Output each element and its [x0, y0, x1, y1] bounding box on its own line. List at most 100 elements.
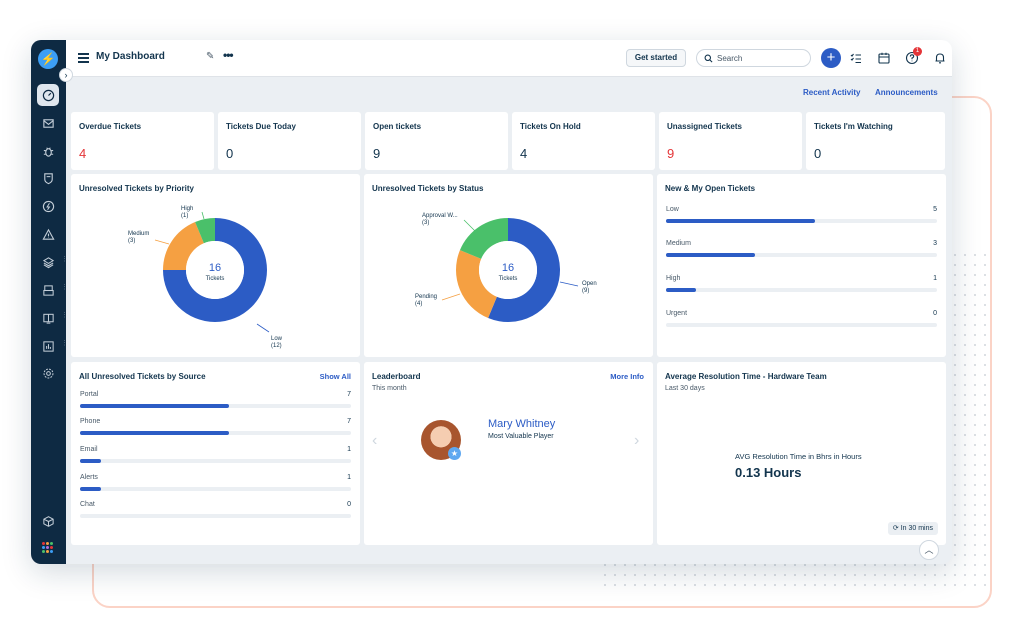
bar-track: [80, 459, 351, 463]
edit-pencil-icon[interactable]: ✎: [206, 51, 215, 62]
donut-hole: [479, 241, 537, 299]
stat-card-overdue[interactable]: Overdue Tickets 4: [71, 112, 214, 170]
source-bar-row-chat[interactable]: Chat 0: [80, 501, 351, 521]
card-title: Average Resolution Time - Hardware Team: [665, 372, 827, 381]
bar-count: 7: [347, 418, 351, 425]
sidebar-more-icon[interactable]: ⋮: [61, 312, 68, 319]
source-bar-row-email[interactable]: Email 1: [80, 446, 351, 466]
leader-role: Most Valuable Player: [488, 433, 554, 440]
report-chart-icon: [42, 340, 54, 352]
more-info-link[interactable]: More Info: [610, 372, 644, 381]
sidebar-item-products[interactable]: [37, 510, 59, 532]
sub-navigation: Recent Activity Announcements: [66, 77, 952, 105]
stat-card-open[interactable]: Open tickets 9: [365, 112, 508, 170]
scroll-to-top-button[interactable]: ︿: [919, 540, 939, 560]
donut-slice-approval-w-[interactable]: [459, 218, 508, 259]
sidebar-more-icon[interactable]: ⋮: [61, 284, 68, 291]
sidebar-item-alerts[interactable]: [37, 223, 59, 245]
more-options-icon[interactable]: •••: [223, 48, 234, 62]
help-icon[interactable]: 1: [905, 47, 922, 65]
search-icon: [704, 54, 713, 63]
freshdesk-logo-icon[interactable]: ⚡: [38, 49, 58, 69]
donut-center-label: Tickets: [499, 276, 518, 282]
slice-label-open: Open: [582, 281, 597, 287]
source-bar-row-portal[interactable]: Portal 7: [80, 391, 351, 411]
new-item-button[interactable]: +: [821, 48, 841, 68]
show-all-link[interactable]: Show All: [319, 372, 351, 381]
bar-label: Portal: [80, 391, 99, 398]
bar-label: Urgent: [666, 310, 688, 317]
stat-card-due-today[interactable]: Tickets Due Today 0: [218, 112, 361, 170]
refresh-label: In 30 mins: [900, 525, 933, 532]
slice-label-medium: Medium: [128, 231, 149, 237]
sidebar-item-changes[interactable]: [37, 167, 59, 189]
layers-icon: [42, 256, 54, 268]
bar-label: Email: [80, 446, 98, 453]
metric-label: AVG Resolution Time in Bhrs in Hours: [735, 452, 862, 461]
stat-card-watching[interactable]: Tickets I'm Watching 0: [806, 112, 945, 170]
source-bar-row-alerts[interactable]: Alerts 1: [80, 474, 351, 494]
sidebar-expand-toggle[interactable]: ›: [59, 68, 73, 82]
donut-slice-pending[interactable]: [456, 250, 497, 319]
bar-track: [80, 431, 351, 435]
sidebar-item-releases[interactable]: [37, 195, 59, 217]
bar-label: Chat: [80, 501, 95, 508]
cube-icon: [42, 515, 54, 527]
metric-value: 0.13 Hours: [735, 465, 802, 480]
source-bar-row-phone[interactable]: Phone 7: [80, 418, 351, 438]
slice-count-pending: (4): [415, 301, 422, 307]
bar-fill: [666, 253, 756, 257]
slice-label-high: High: [181, 206, 193, 212]
slice-count-open: (9): [582, 288, 589, 294]
sidebar-item-assets[interactable]: [37, 251, 59, 273]
stat-value: 9: [373, 146, 381, 161]
app-switcher-icon[interactable]: [42, 542, 53, 553]
priority-bar-row-medium[interactable]: Medium 3: [666, 240, 937, 260]
search-box[interactable]: [696, 49, 811, 67]
stat-card-on-hold[interactable]: Tickets On Hold 4: [512, 112, 655, 170]
calendar-icon[interactable]: [877, 51, 891, 65]
priority-bar-row-low[interactable]: Low 5: [666, 206, 937, 226]
bar-fill: [80, 404, 230, 408]
stat-value: 0: [226, 146, 234, 161]
todo-checklist-icon[interactable]: [849, 51, 863, 65]
sidebar-item-solutions[interactable]: [37, 307, 59, 329]
resolution-card: Average Resolution Time - Hardware Team …: [657, 362, 946, 545]
sidebar-more-icon[interactable]: ⋮: [61, 256, 68, 263]
sidebar: ⚡ ⋮ ⋮ ⋮ ⋮: [31, 40, 68, 564]
donut-slice-medium[interactable]: [163, 221, 204, 270]
sidebar-item-tickets[interactable]: [37, 112, 59, 134]
stat-label: Unassigned Tickets: [667, 122, 742, 131]
sidebar-item-purchase[interactable]: [37, 279, 59, 301]
stat-card-unassigned[interactable]: Unassigned Tickets 9: [659, 112, 802, 170]
announcements-link[interactable]: Announcements: [875, 88, 938, 97]
sidebar-item-reports[interactable]: [37, 335, 59, 357]
bell-icon[interactable]: [933, 51, 947, 65]
chevron-left-icon[interactable]: ‹: [372, 432, 378, 449]
donut-slice-open[interactable]: [488, 218, 560, 322]
leader-name[interactable]: Mary Whitney: [488, 418, 556, 430]
chevron-right-icon[interactable]: ›: [634, 432, 640, 449]
bar-track: [80, 514, 351, 518]
priority-bar-row-high[interactable]: High 1: [666, 275, 937, 295]
sidebar-item-dashboard[interactable]: [37, 84, 59, 106]
bug-icon: [43, 146, 53, 157]
donut-slices: [163, 218, 267, 322]
slice-count-approval: (3): [422, 220, 429, 226]
sidebar-item-problems[interactable]: [37, 140, 59, 162]
donut-slice-low[interactable]: [163, 218, 267, 322]
get-started-button[interactable]: Get started: [626, 49, 686, 67]
top-bar: My Dashboard ✎ ••• Get started + 1: [66, 40, 952, 77]
slice-count-low: (12): [271, 343, 282, 349]
search-input[interactable]: [717, 52, 807, 64]
recent-activity-link[interactable]: Recent Activity: [803, 88, 861, 97]
sidebar-item-admin[interactable]: [37, 362, 59, 384]
bar-track: [666, 253, 937, 257]
priority-bar-row-urgent[interactable]: Urgent 0: [666, 310, 937, 330]
menu-icon[interactable]: [78, 53, 89, 65]
sidebar-more-icon[interactable]: ⋮: [61, 340, 68, 347]
leader-line: [559, 281, 579, 287]
donut-slice-high[interactable]: [195, 218, 215, 244]
bar-fill: [80, 431, 230, 435]
card-subtitle: This month: [372, 385, 407, 392]
